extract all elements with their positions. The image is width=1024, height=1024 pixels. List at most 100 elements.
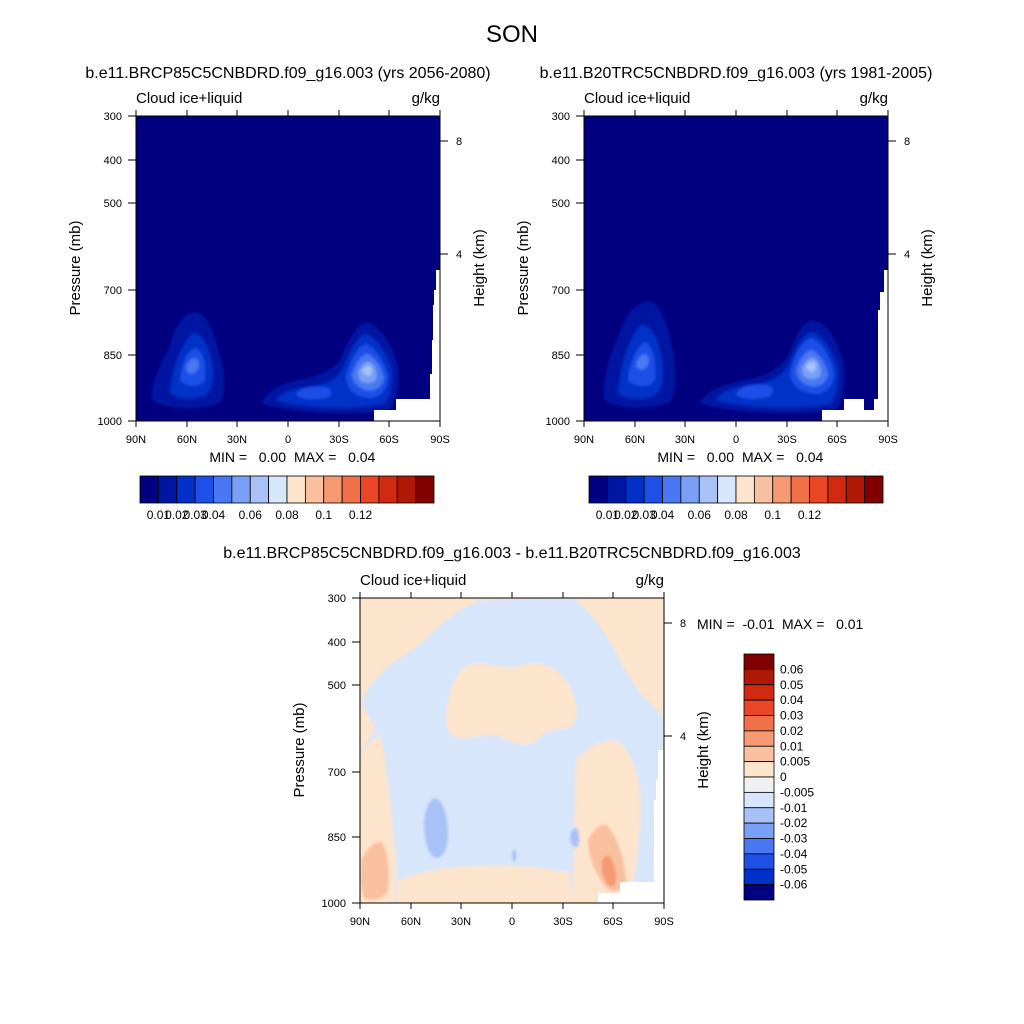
- colorbar-swatch: [743, 745, 775, 763]
- colorbar-swatch: [864, 475, 884, 504]
- y-tick-label: 400: [104, 155, 122, 167]
- colorbar-label: 0.06: [239, 508, 263, 522]
- colorbar-swatch: [809, 475, 829, 504]
- colorbar-swatch: [606, 475, 627, 504]
- colorbar-label: 0.04: [651, 508, 675, 522]
- x-ticks: [135, 110, 441, 427]
- colorbar-label: 0.08: [275, 508, 299, 522]
- colorbar-label: 0.02: [614, 508, 638, 522]
- contour-fill: [602, 855, 617, 887]
- colorbar-label: 0.12: [798, 508, 822, 522]
- panel-historical: b.e11.B20TRC5CNBDRD.f09_g16.003 (yrs 198…: [515, 65, 936, 522]
- right-tick-label: 8: [904, 136, 910, 148]
- colorbar-label: 0.05: [780, 678, 804, 692]
- y-ticks: [128, 115, 448, 422]
- masked-region: [598, 750, 664, 903]
- colorbar-swatch: [643, 475, 663, 504]
- colorbar-label: -0.04: [780, 847, 808, 861]
- colorbar-swatch: [625, 475, 645, 504]
- colorbar-swatch: [378, 475, 398, 504]
- colorbar-label: 0.03: [183, 508, 207, 522]
- colorbar-label: 0.1: [315, 508, 332, 522]
- x-tick-label: 90S: [654, 916, 674, 928]
- colorbar-swatch: [735, 475, 755, 504]
- right-axis-label: Height (km): [471, 229, 488, 307]
- colorbar-swatch: [157, 475, 178, 504]
- y-tick-label: 400: [328, 637, 346, 649]
- x-tick-label: 90N: [350, 916, 370, 928]
- colorbar-swatch: [743, 838, 775, 855]
- y-axis-label: Pressure (mb): [67, 220, 84, 315]
- colorbar-swatch: [268, 475, 288, 504]
- colorbar-swatch: [753, 475, 774, 504]
- colorbar-swatch: [743, 761, 775, 778]
- max-label: MAX = 0.01: [782, 616, 864, 632]
- x-tick-label: 90N: [126, 434, 146, 446]
- panel-rcp85: b.e11.BRCP85C5CNBDRD.f09_g16.003 (yrs 20…: [67, 65, 491, 522]
- colorbar-label: 0.06: [688, 508, 712, 522]
- y-tick-label: 1000: [98, 416, 122, 428]
- panel-difference: b.e11.BRCP85C5CNBDRD.f09_g16.003 - b.e11…: [223, 545, 863, 928]
- colorbar-label: -0.03: [780, 832, 808, 846]
- colorbar-swatch: [743, 822, 775, 839]
- right-tick-label: 8: [456, 136, 462, 148]
- contour-fill: [362, 366, 372, 376]
- x-tick-label: 60S: [379, 434, 399, 446]
- y-ticks: [352, 597, 672, 904]
- contour-fill: [736, 384, 774, 399]
- y-ticks: [576, 115, 896, 422]
- colorbar-label: -0.02: [780, 816, 808, 830]
- colorbar-swatch: [139, 475, 159, 504]
- max-label: MAX = 0.04: [742, 449, 824, 465]
- colorbar-label: -0.005: [780, 785, 814, 799]
- colorbar-label: -0.01: [780, 801, 808, 815]
- y-tick-label: 850: [328, 832, 346, 844]
- colorbar-label: 0.02: [165, 508, 189, 522]
- colorbar-label: 0: [780, 770, 787, 784]
- figure-title: SON: [486, 21, 538, 48]
- y-tick-label: 850: [104, 350, 122, 362]
- y-tick-label: 300: [328, 593, 346, 605]
- x-tick-label: 60S: [603, 916, 623, 928]
- x-tick-label: 0: [509, 916, 515, 928]
- colorbar-swatch: [743, 776, 775, 793]
- contour-fill: [446, 663, 577, 744]
- y-tick-label: 1000: [322, 898, 346, 910]
- colorbar-swatch: [827, 475, 847, 504]
- contour-fill: [396, 865, 572, 903]
- right-tick-label: 4: [680, 731, 686, 743]
- panel-title: b.e11.BRCP85C5CNBDRD.f09_g16.003 - b.e11…: [223, 545, 801, 562]
- colorbar-label: 0.08: [724, 508, 748, 522]
- contour-fill: [424, 798, 448, 858]
- x-tick-label: 90S: [430, 434, 450, 446]
- colorbar-label: 0.12: [349, 508, 373, 522]
- units-label: g/kg: [412, 90, 440, 107]
- x-tick-label: 0: [733, 434, 739, 446]
- colorbar-swatch: [743, 807, 775, 824]
- contour-fill: [296, 386, 332, 400]
- colorbar-label: -0.06: [780, 878, 808, 892]
- colorbar-swatch: [341, 475, 361, 504]
- colorbar-swatch: [743, 715, 775, 732]
- colorbar-swatch: [743, 730, 775, 747]
- min-label: MIN = -0.01: [697, 616, 775, 632]
- colorbar-swatch: [743, 791, 775, 809]
- colorbar-swatch: [743, 868, 775, 886]
- x-tick-label: 30N: [227, 434, 247, 446]
- colorbar-label: 0.005: [780, 755, 810, 769]
- contour-field: [584, 116, 888, 421]
- colorbar-swatch: [588, 475, 608, 504]
- x-tick-label: 60S: [827, 434, 847, 446]
- colorbar-swatch: [698, 475, 719, 504]
- colorbar-swatch: [743, 853, 775, 870]
- colorbar-label: -0.05: [780, 862, 808, 876]
- colorbar-label: 0.06: [780, 662, 804, 676]
- colorbar-swatch: [772, 475, 792, 504]
- right-tick-label: 4: [456, 249, 462, 261]
- contour-fill: [360, 841, 389, 900]
- contour-fill: [636, 354, 649, 370]
- contour-fill: [186, 358, 199, 374]
- colorbar-swatch: [323, 475, 343, 504]
- contour-fill: [570, 828, 580, 848]
- y-tick-label: 500: [104, 198, 122, 210]
